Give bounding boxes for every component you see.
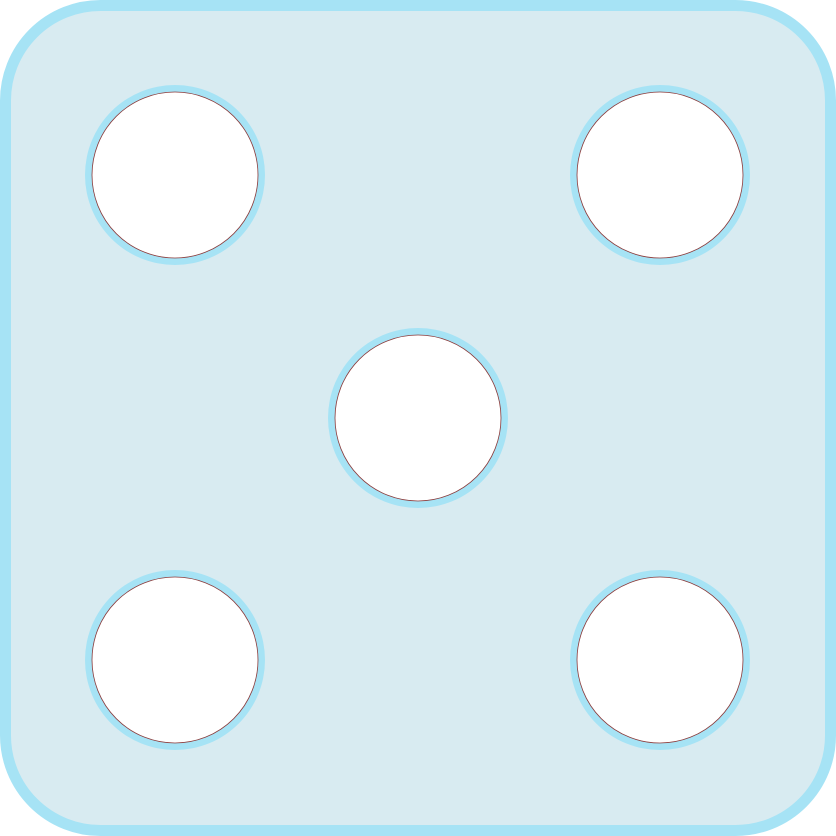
pip-top-right — [576, 91, 744, 259]
pips-group — [85, 85, 750, 750]
pip-bottom-left — [91, 576, 259, 744]
pip-center — [334, 334, 502, 502]
pip-top-left — [91, 91, 259, 259]
pip-bottom-right — [576, 576, 744, 744]
